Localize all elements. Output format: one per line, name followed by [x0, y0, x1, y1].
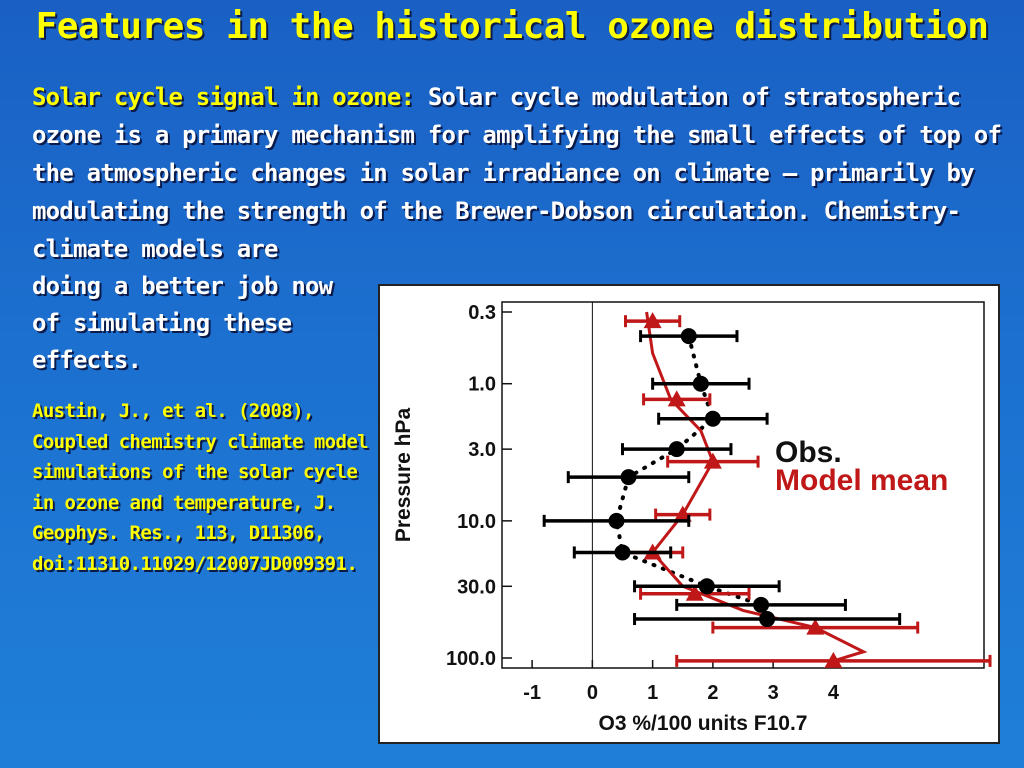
y-tick-label: 1.0 — [468, 374, 496, 396]
intro-continuation: doing a better job now of simulating the… — [32, 272, 333, 374]
y-tick-label: 10.0 — [457, 511, 496, 533]
model-triangle-point — [685, 584, 704, 601]
y-tick-label: 0.3 — [468, 302, 496, 324]
x-tick-label: 2 — [707, 682, 718, 704]
legend-model-label: Model mean — [775, 464, 948, 497]
citation-text: Austin, J., et al. (2008), Coupled chemi… — [32, 400, 369, 575]
chart-svg: -1 0 1 2 3 4 0.3 1.0 3.0 10.0 30.0 100.0 O3 %/100 un… — [392, 301, 992, 735]
obs-circle-point — [759, 611, 776, 628]
obs-dotted-line — [614, 334, 770, 622]
intro-paragraph: Solar cycle signal in ozone: Solar cycle… — [32, 78, 1007, 268]
model-triangle-point — [824, 651, 843, 668]
model-triangle-point — [643, 312, 662, 329]
model-triangle-point — [806, 618, 825, 635]
slide-title: Features in the historical ozone distrib… — [35, 6, 989, 47]
y-axis-title: Pressure hPa — [392, 408, 415, 543]
x-tick-label: 4 — [828, 682, 840, 704]
x-tick-label: 0 — [587, 682, 598, 704]
model-mean-line — [645, 311, 868, 663]
obs-circle-point — [704, 410, 721, 427]
x-axis-title: O3 %/100 units F10.7 — [599, 712, 808, 735]
obs-circle-point — [620, 469, 637, 486]
obs-circle-point — [614, 544, 631, 561]
obs-circle-point — [753, 596, 770, 613]
y-tick-label: 3.0 — [468, 439, 496, 461]
intro-text: Solar cycle modulation of stratospheric … — [32, 83, 1002, 263]
x-tick-label: 1 — [647, 682, 658, 704]
model-triangle-point — [667, 390, 686, 407]
x-tick-label: 3 — [768, 682, 779, 704]
model-triangle-point — [673, 505, 692, 522]
ozone-chart: -1 0 1 2 3 4 0.3 1.0 3.0 10.0 30.0 100.0 O3 %/100 un… — [378, 284, 1000, 744]
intro-highlight: Solar cycle signal in ozone: — [32, 83, 415, 111]
y-tick-label: 30.0 — [457, 576, 496, 598]
model-triangle-point — [703, 452, 722, 469]
obs-circle-point — [698, 578, 715, 595]
plot-frame — [501, 301, 985, 669]
y-tick-label: 100.0 — [446, 648, 496, 670]
obs-circle-point — [692, 375, 709, 392]
obs-circle-point — [608, 512, 625, 529]
x-tick-label: -1 — [523, 682, 541, 704]
obs-circle-point — [668, 441, 685, 458]
legend-obs-label: Obs. — [775, 436, 842, 469]
obs-circle-point — [680, 328, 697, 345]
